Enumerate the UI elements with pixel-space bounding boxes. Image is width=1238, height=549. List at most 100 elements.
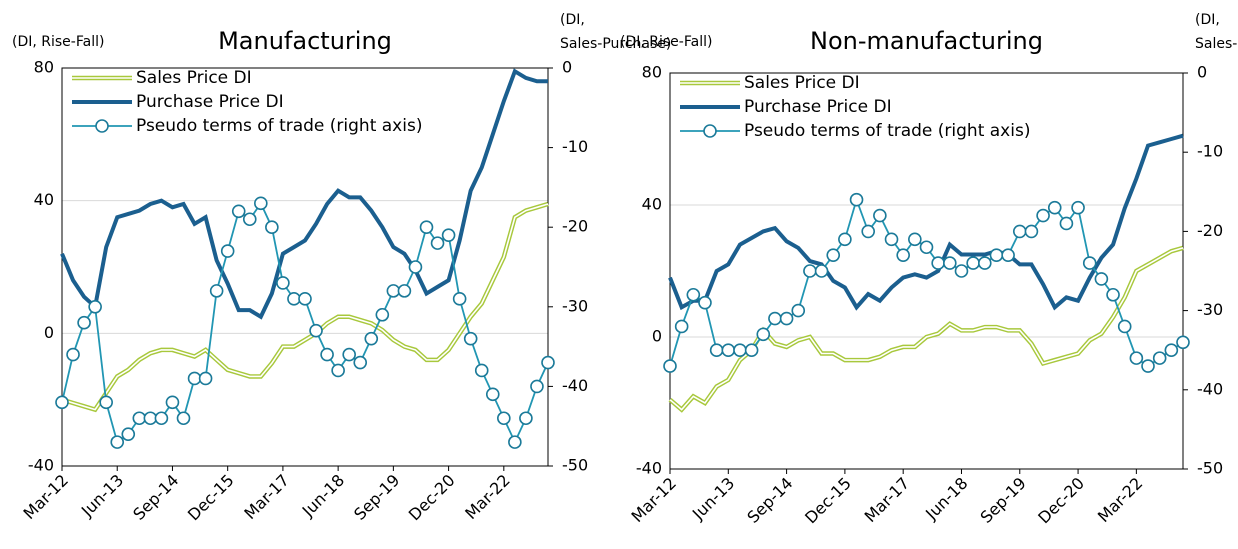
series-point (1152, 351, 1167, 365)
y2-tick-label: 0 (562, 58, 572, 77)
series-point (919, 240, 934, 255)
legend-label: Pseudo terms of trade (right axis) (744, 121, 1030, 141)
series-point (77, 315, 91, 330)
series-point (1024, 224, 1039, 239)
y-tick-label: 80 (642, 63, 662, 82)
x-tick-label: Dec-15 (184, 471, 238, 525)
series-point (1117, 319, 1132, 334)
chart-title: Non-manufacturing (810, 27, 1043, 55)
legend-label: Pseudo terms of trade (right axis) (136, 116, 422, 136)
series-point (99, 395, 113, 410)
y-tick-label: 0 (652, 327, 662, 346)
series-point (896, 248, 910, 262)
series-point (674, 319, 689, 334)
series-point (1036, 208, 1050, 223)
series-point (276, 276, 290, 290)
series-point (931, 256, 945, 270)
y2-axis-label: Sales-Purchase) (560, 36, 671, 52)
y-axis-label: (DI, Rise-Fall) (620, 34, 712, 50)
series-point (132, 411, 147, 426)
y2-tick-label: -10 (1197, 142, 1223, 161)
series-line (60, 68, 548, 320)
series-point (849, 192, 864, 207)
x-tick-label: Sep-14 (743, 474, 796, 527)
legend-label: Sales Price DI (136, 68, 252, 88)
series-point (791, 303, 806, 318)
y-tick-label: 80 (34, 58, 54, 77)
x-tick-label: Dec-20 (1034, 474, 1088, 528)
series-point (430, 236, 445, 250)
y2-tick-label: -30 (1197, 300, 1223, 319)
legend-marker (703, 124, 717, 138)
series-point (66, 347, 80, 362)
series-point (1094, 272, 1109, 286)
series-point (1176, 335, 1190, 350)
series-point (419, 220, 434, 234)
y2-tick-label: -40 (1197, 379, 1223, 398)
series-point (320, 347, 334, 362)
series-point (756, 327, 771, 342)
series-point (298, 292, 312, 306)
y-tick-label: 40 (642, 195, 662, 214)
series-point (165, 395, 180, 410)
x-tick-label: Sep-19 (977, 474, 1030, 527)
series-line (668, 245, 1184, 413)
series-point (1082, 256, 1097, 270)
series-point (309, 323, 323, 338)
series-point (954, 264, 969, 278)
y-tick-label: 40 (34, 190, 54, 209)
series-point (331, 363, 345, 378)
series-line (668, 133, 1184, 311)
x-tick-label: Jun-18 (921, 474, 971, 524)
y2-tick-label: -50 (562, 456, 588, 475)
chart-title: Manufacturing (218, 27, 392, 55)
plot-frame (61, 67, 549, 467)
series-point (110, 435, 125, 449)
series-point (663, 359, 677, 373)
series-point (1141, 359, 1155, 373)
series-point (768, 311, 782, 326)
series-point (474, 363, 489, 378)
legend-label: Sales Price DI (744, 73, 860, 93)
y2-tick-label: -20 (562, 217, 588, 236)
y-tick-label: 0 (44, 323, 54, 342)
x-tick-label: Mar-12 (19, 471, 72, 524)
series-point (709, 343, 724, 358)
series-point (826, 248, 841, 262)
series-point (154, 411, 169, 426)
series-point (1001, 248, 1015, 262)
series-point (1129, 351, 1144, 365)
series-point (508, 435, 522, 449)
series-point (884, 232, 899, 247)
series-point (838, 232, 852, 247)
series-point (873, 208, 887, 223)
series-point (1106, 287, 1120, 302)
series-point (497, 411, 511, 426)
y-tick-label: -40 (28, 456, 54, 475)
x-tick-label: Mar-17 (861, 474, 914, 527)
series-point (779, 311, 794, 326)
legend-marker (95, 119, 109, 133)
y2-tick-label: 0 (1197, 63, 1207, 82)
series-point (242, 212, 257, 227)
x-tick-label: Jun-13 (688, 474, 738, 524)
series-point (386, 284, 401, 298)
series-point (220, 244, 235, 258)
x-tick-label: Mar-12 (627, 474, 680, 527)
series-point (1012, 224, 1027, 239)
y2-axis-label: (DI, (560, 12, 585, 28)
series-point (803, 264, 817, 278)
series-point (353, 355, 368, 370)
series-point (287, 292, 301, 306)
series-point (143, 411, 158, 426)
series-point (209, 284, 224, 298)
series-point (1047, 200, 1062, 215)
series-point (541, 355, 555, 370)
series-point (397, 284, 412, 298)
series-point (861, 224, 876, 239)
series-point (989, 248, 1004, 262)
series-point (463, 331, 478, 346)
x-tick-label: Jun-18 (298, 471, 348, 521)
series-point (485, 387, 500, 402)
series-point (342, 347, 356, 362)
